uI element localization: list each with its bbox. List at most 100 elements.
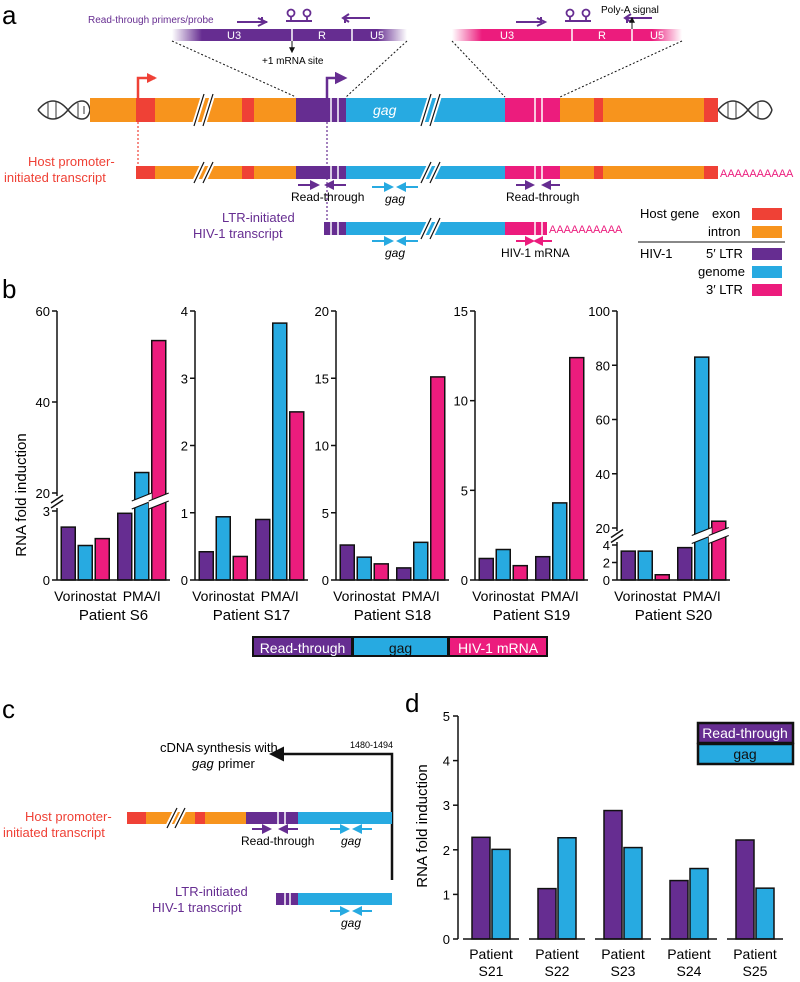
legend-host-gene: Host gene [640,206,699,221]
y-tick-label: 20 [36,486,50,501]
y-tick-label: 5 [443,709,450,724]
legend-d-box [696,742,795,766]
x-tick-label: PMA/I [683,588,721,604]
bar-gag [413,541,429,581]
x-tick-label: S24 [677,963,702,979]
y-tick-label: 100 [588,304,610,319]
bar-gag [755,887,775,940]
x-tick-label: Vorinostat [333,588,395,604]
legend-intron: intron [708,224,741,239]
x-tick-label: PMA/I [541,588,579,604]
bar-gag [637,550,653,581]
bar-gag [557,837,577,940]
legend-d-label: Read-through [702,725,788,741]
cdna-label-2: primer [218,756,256,771]
bar-read-through [396,567,412,581]
bar-gag [623,846,643,940]
legend-b-hiv-mrna: HIV-1 mRNA [448,636,548,657]
bar-read-through [535,555,551,581]
y-tick-label: 20 [596,521,610,536]
chart-title: Patient S19 [493,607,571,624]
legend-genome: genome [698,264,745,279]
bar-gag [77,544,93,581]
y-tick-label: 2 [181,439,188,454]
bar-hiv-1-mrna [94,537,110,581]
bar-break-mark [708,527,729,544]
y-tick-label: 40 [36,395,50,410]
x-tick-label: PMA/I [261,588,299,604]
x-tick-label: Vorinostat [192,588,254,604]
bar-hiv-1-mrna [430,376,446,581]
x-tick-label: S22 [545,963,570,979]
primers-label: Read-through primers/probe [88,15,214,26]
y-tick-label: 10 [454,394,468,409]
chart-title: Patient S17 [213,607,291,624]
legend-b-read-through: Read-through [252,636,353,657]
bar-hiv-1-mrna [373,563,389,581]
bar-read-through [471,836,491,940]
y-tick-label: 5 [461,483,468,498]
axis-break-mark [610,528,624,544]
x-tick-label: S25 [743,963,768,979]
x-tick-label: PMA/I [402,588,440,604]
bar-gag [689,867,709,940]
chart-patient-s19: Vorinostat PMA/I 0 5 10 15 Patient S19 [454,304,588,624]
c-host-label-2: initiated transcript [3,825,105,840]
panel-c-label: c [2,694,15,724]
y-tick-label: 3 [181,371,188,386]
y-tick-label: 60 [36,304,50,319]
cdna-label-1: cDNA synthesis with [160,740,278,755]
host-transcript: Host promoter- initiated transcript AAAA… [4,154,794,206]
read-through-label-1: Read-through [291,190,364,204]
legend-hiv1: HIV-1 [640,246,673,261]
c-read-through-label: Read-through [241,834,314,848]
bar-read-through [117,512,133,581]
y-tick-label: 4 [603,538,610,553]
u3-label: U3 [227,30,241,42]
host-transcript-label-2: initiated transcript [4,170,106,185]
bar-hiv-1-mrna [512,564,528,581]
y-tick-label: 0 [181,573,188,588]
x-tick-label: Vorinostat [614,588,676,604]
legend-a: Host gene exon intron HIV-1 5′ LTR genom… [638,206,785,297]
bar-gag [272,322,288,581]
legend-d-label: gag [733,746,756,762]
bar-read-through [669,879,689,940]
chart-patient-s6: Vorinostat PMA/I 0 3 20 40 60 Patient S6 [36,304,170,624]
bar-break-line [148,492,169,510]
y-tick-label: 0 [443,932,450,947]
bar-read-through [537,887,557,940]
x-tick-label: S21 [479,963,504,979]
position-label: 1480-1494 [350,740,393,750]
bar-hiv-1-mrna [654,574,670,581]
y-tick-label: 0 [603,573,610,588]
y-tick-label: 1 [181,506,188,521]
y-tick-label: 10 [315,439,329,454]
y-tick-label: 4 [443,754,450,769]
u5-label: U5 [370,30,384,42]
legend-ltr3: 3′ LTR [706,282,743,297]
bar-break-mark [691,527,712,544]
mrna-site-label: +1 mRNA site [262,56,324,67]
x-tick-label: Patient [733,946,777,962]
genomic-locus: gag [37,71,773,222]
chart-patient-s20: Vorinostat PMA/I 0 2 4 20 40 60 80 100 Patient S20 [588,304,730,624]
x-tick-label: Vorinostat [472,588,534,604]
panel-a-label: a [2,0,17,30]
gag-label-1: gag [385,192,405,206]
bar-read-through [255,518,271,581]
x-tick-label: S23 [611,963,636,979]
x-tick-label: Vorinostat [54,588,116,604]
bar-hiv-1-mrna [151,339,167,581]
bar-read-through [735,839,755,940]
bar-read-through [603,809,623,940]
y-tick-label: 20 [315,304,329,319]
panel-d-ylabel: RNA fold induction [414,764,431,887]
y-tick-label: 60 [596,413,610,428]
bar-hiv-1-mrna [569,356,585,581]
cdna-gag-label: gag [192,756,214,771]
polya-tail-ltr: AAAAAAAAAA [549,224,623,236]
u3-label-3: U3 [500,30,514,42]
